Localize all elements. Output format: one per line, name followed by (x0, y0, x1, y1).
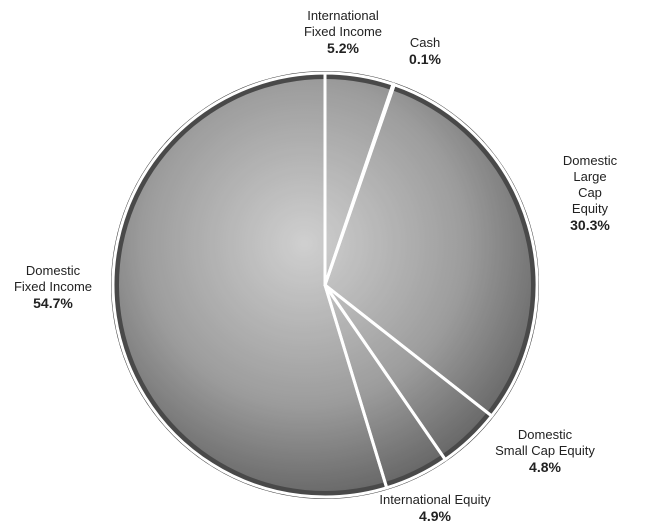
category-label: International Equity (379, 492, 490, 508)
chart: International Fixed Income5.2% Cash0.1% Do… (0, 0, 649, 531)
category-label: Domestic Large Cap Equity (561, 153, 620, 217)
category-label: Cash (409, 35, 441, 51)
category-label: Domestic Small Cap Equity (495, 427, 595, 459)
value-label: 30.3% (561, 217, 620, 233)
value-label: 5.2% (304, 40, 382, 56)
category-label: International Fixed Income (304, 8, 382, 40)
category-label: Domestic Fixed Income (14, 263, 92, 295)
value-label: 0.1% (409, 51, 441, 67)
value-label: 4.8% (495, 459, 595, 475)
value-label: 4.9% (379, 508, 490, 524)
value-label: 54.7% (14, 295, 92, 311)
